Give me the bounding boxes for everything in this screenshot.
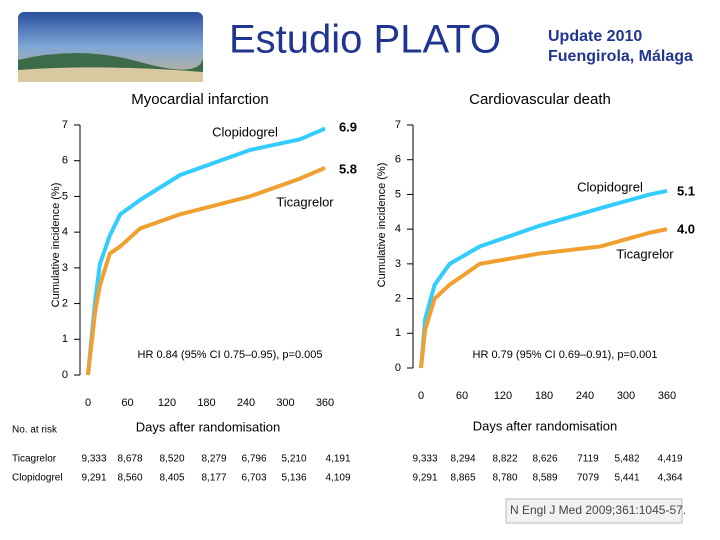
at-risk-cell: 8,822 xyxy=(492,454,517,465)
at-risk-cell: 6,796 xyxy=(241,454,266,465)
at-risk-cell: 9,291 xyxy=(412,473,437,484)
y-tick-label: 7 xyxy=(395,119,401,131)
x-tick-label: 180 xyxy=(197,397,215,409)
series-line xyxy=(86,126,326,376)
value-label: 4.0 xyxy=(677,221,695,236)
y-tick-label: 7 xyxy=(62,119,68,131)
at-risk-label: No. at risk xyxy=(12,425,58,436)
at-risk-cell: 4,364 xyxy=(657,473,682,484)
at-risk-cell: 8,294 xyxy=(450,454,475,465)
citation-box xyxy=(505,498,683,524)
place-text: Fuengirola, Málaga xyxy=(548,48,693,65)
chart-title: Cardiovascular death xyxy=(469,91,611,108)
series-label: Clopidogrel xyxy=(212,124,278,139)
y-tick-label: 2 xyxy=(395,292,401,304)
value-label: 5.8 xyxy=(339,161,357,176)
annotation: HR 0.84 (95% CI 0.75–0.95), p=0.005 xyxy=(138,349,323,361)
at-risk-cell: 5,136 xyxy=(281,473,306,484)
at-risk-cell: 4,109 xyxy=(325,473,350,484)
y-tick-label: 3 xyxy=(62,262,68,274)
at-risk-cell: 8,780 xyxy=(492,473,517,484)
x-tick-label: 360 xyxy=(658,390,676,402)
y-tick-label: 1 xyxy=(395,327,401,339)
x-tick-label: 240 xyxy=(576,390,594,402)
x-tick-label: 0 xyxy=(418,390,424,402)
series-line xyxy=(419,227,668,369)
annotation: HR 0.79 (95% CI 0.69–0.91), p=0.001 xyxy=(473,349,658,361)
update-text: Update 2010 xyxy=(548,28,642,45)
at-risk-cell: 8,560 xyxy=(117,473,142,484)
x-tick-label: 240 xyxy=(237,397,255,409)
y-tick-label: 6 xyxy=(395,154,401,166)
y-axis-label: Cumulative incidence (%) xyxy=(376,163,388,288)
at-risk-cell: 7079 xyxy=(577,473,600,484)
citation: N Engl J Med 2009;361:1045-57. xyxy=(510,503,686,517)
at-risk-cell: 8,279 xyxy=(201,454,226,465)
at-risk-cell: 4,191 xyxy=(325,454,350,465)
x-tick-label: 180 xyxy=(535,390,553,402)
series-label: Ticagrelor xyxy=(276,194,334,209)
x-tick-label: 360 xyxy=(316,397,334,409)
y-tick-label: 2 xyxy=(62,297,68,309)
at-risk-cell: 8,678 xyxy=(117,454,142,465)
at-risk-row-name: Ticagrelor xyxy=(12,454,57,465)
x-axis-label: Days after randomisation xyxy=(473,418,618,433)
at-risk-cell: 8,177 xyxy=(201,473,226,484)
x-tick-label: 300 xyxy=(617,390,635,402)
y-tick-label: 1 xyxy=(62,333,68,345)
value-label: 6.9 xyxy=(339,119,357,134)
y-axis-label: Cumulative incidence (%) xyxy=(50,183,62,308)
at-risk-row-name: Clopidogrel xyxy=(12,473,63,484)
series-label: Clopidogrel xyxy=(577,179,643,194)
slide-title: Estudio PLATO xyxy=(229,18,501,62)
series-label: Ticagrelor xyxy=(616,246,674,261)
y-tick-label: 4 xyxy=(395,223,401,235)
y-tick-label: 4 xyxy=(62,226,68,238)
at-risk-cell: 8,589 xyxy=(532,473,557,484)
x-tick-label: 120 xyxy=(158,397,176,409)
series-line xyxy=(419,188,668,369)
at-risk-cell: 4,419 xyxy=(657,454,682,465)
at-risk-cell: 8,865 xyxy=(450,473,475,484)
at-risk-cell: 8,520 xyxy=(159,454,184,465)
at-risk-cell: 5,441 xyxy=(614,473,639,484)
header-photo xyxy=(18,12,203,82)
at-risk-cell: 5,210 xyxy=(281,454,306,465)
y-tick-label: 0 xyxy=(62,369,68,381)
series-line xyxy=(86,166,326,376)
at-risk-cell: 7119 xyxy=(577,454,599,465)
x-tick-label: 60 xyxy=(121,397,133,409)
x-tick-label: 60 xyxy=(456,390,468,402)
value-label: 5.1 xyxy=(677,183,695,198)
at-risk-cell: 9,291 xyxy=(81,473,106,484)
y-tick-label: 0 xyxy=(395,362,401,374)
x-tick-label: 120 xyxy=(494,390,512,402)
at-risk-cell: 9,333 xyxy=(81,454,106,465)
y-tick-label: 5 xyxy=(62,190,68,202)
chart-title: Myocardial infarction xyxy=(131,91,269,108)
at-risk-cell: 9,333 xyxy=(412,454,437,465)
y-tick-label: 6 xyxy=(62,155,68,167)
at-risk-cell: 8,405 xyxy=(159,473,184,484)
at-risk-cell: 8,626 xyxy=(532,454,557,465)
x-axis-label: Days after randomisation xyxy=(136,419,281,434)
y-tick-label: 3 xyxy=(395,258,401,270)
x-tick-label: 0 xyxy=(85,397,91,409)
at-risk-cell: 6,703 xyxy=(241,473,266,484)
x-tick-label: 300 xyxy=(276,397,294,409)
y-tick-label: 5 xyxy=(395,188,401,200)
at-risk-cell: 5,482 xyxy=(614,454,639,465)
